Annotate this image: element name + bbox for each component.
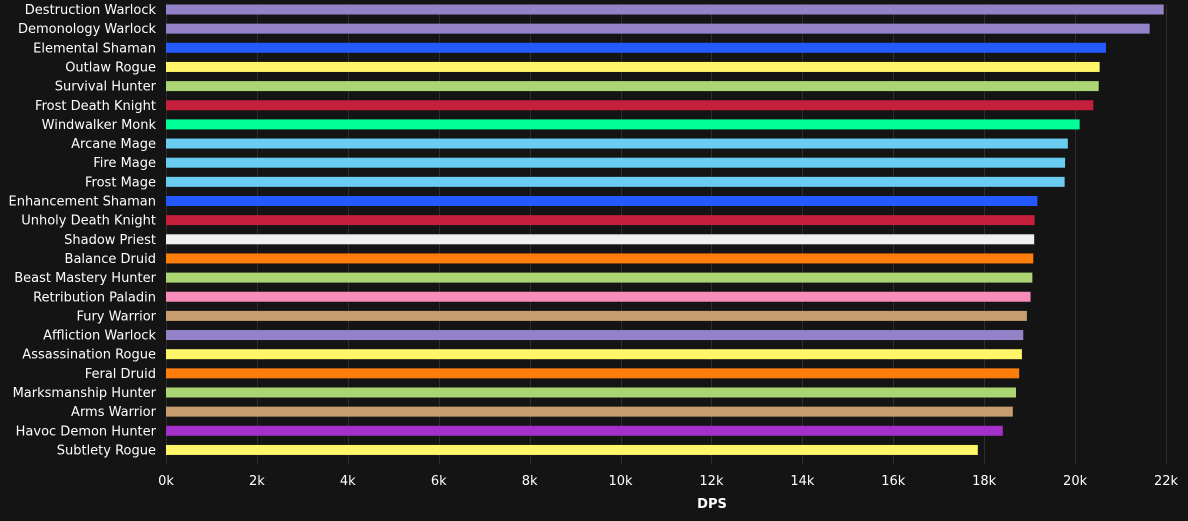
category-label: Windwalker Monk bbox=[42, 118, 157, 133]
category-label: Arms Warrior bbox=[71, 405, 157, 420]
x-tick-label: 14k bbox=[790, 474, 815, 489]
bar bbox=[166, 330, 1024, 341]
bar bbox=[166, 234, 1035, 245]
bar bbox=[166, 100, 1094, 111]
category-label: Balance Druid bbox=[65, 252, 156, 267]
bar bbox=[166, 368, 1020, 379]
bar bbox=[166, 425, 1003, 436]
x-axis-title: DPS bbox=[697, 497, 727, 512]
category-label: Fury Warrior bbox=[76, 309, 156, 324]
bar bbox=[166, 196, 1038, 206]
bar bbox=[166, 253, 1034, 264]
bars bbox=[166, 4, 1164, 455]
x-tick-label: 4k bbox=[340, 474, 356, 489]
bar bbox=[166, 61, 1100, 72]
category-label: Outlaw Rogue bbox=[65, 60, 156, 75]
bar bbox=[166, 215, 1035, 226]
category-label: Beast Mastery Hunter bbox=[14, 271, 156, 286]
bar bbox=[166, 4, 1164, 15]
category-label: Feral Druid bbox=[85, 367, 156, 382]
gridlines bbox=[166, 4, 1167, 464]
category-label: Demonology Warlock bbox=[18, 22, 157, 37]
bar bbox=[166, 138, 1068, 149]
category-label: Shadow Priest bbox=[64, 233, 156, 248]
category-label: Assassination Rogue bbox=[22, 348, 156, 363]
x-tick-label: 12k bbox=[699, 474, 724, 489]
bar bbox=[166, 406, 1013, 417]
category-label: Frost Mage bbox=[85, 175, 156, 190]
category-label: Marksmanship Hunter bbox=[13, 386, 157, 401]
x-tick-label: 10k bbox=[609, 474, 634, 489]
category-label: Retribution Paladin bbox=[33, 290, 156, 305]
bar bbox=[166, 310, 1027, 321]
category-label: Affliction Warlock bbox=[43, 329, 156, 344]
category-label: Elemental Shaman bbox=[33, 41, 156, 56]
category-label: Unholy Death Knight bbox=[21, 214, 156, 229]
x-tick-label: 16k bbox=[881, 474, 906, 489]
category-label: Subtlety Rogue bbox=[57, 443, 156, 458]
category-labels: Destruction Warlock Demonology Warlock Ele… bbox=[8, 3, 156, 458]
bar bbox=[166, 272, 1033, 283]
x-tick-label: 6k bbox=[431, 474, 447, 489]
x-tick-label: 18k bbox=[972, 474, 997, 489]
bar bbox=[166, 119, 1080, 130]
category-label: Arcane Mage bbox=[71, 137, 156, 152]
x-tick-label: 2k bbox=[249, 474, 265, 489]
x-tick-label: 0k bbox=[158, 474, 174, 489]
bar bbox=[166, 81, 1099, 92]
category-label: Fire Mage bbox=[93, 156, 156, 171]
bar bbox=[166, 387, 1016, 398]
x-tick-label: 22k bbox=[1154, 474, 1179, 489]
bar bbox=[166, 23, 1150, 34]
bar bbox=[166, 42, 1106, 53]
category-label: Destruction Warlock bbox=[25, 3, 157, 18]
bar bbox=[166, 349, 1022, 360]
bar bbox=[166, 444, 978, 455]
x-tick-label: 20k bbox=[1063, 474, 1088, 489]
category-label: Enhancement Shaman bbox=[8, 195, 156, 210]
x-tick-labels: 0k 2k 4k 6k 8k 10k 12k 14k 16k 18k 20k 22k bbox=[158, 474, 1178, 489]
x-tick-label: 8k bbox=[522, 474, 538, 489]
category-label: Havoc Demon Hunter bbox=[16, 424, 157, 439]
bar bbox=[166, 176, 1065, 187]
category-label: Survival Hunter bbox=[55, 80, 157, 95]
category-label: Frost Death Knight bbox=[35, 99, 156, 114]
bar bbox=[166, 157, 1066, 168]
bar bbox=[166, 291, 1031, 302]
